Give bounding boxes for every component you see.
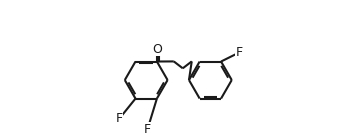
Text: F: F (116, 112, 123, 125)
Text: F: F (144, 123, 151, 136)
Text: O: O (152, 43, 162, 56)
Text: F: F (236, 46, 243, 59)
